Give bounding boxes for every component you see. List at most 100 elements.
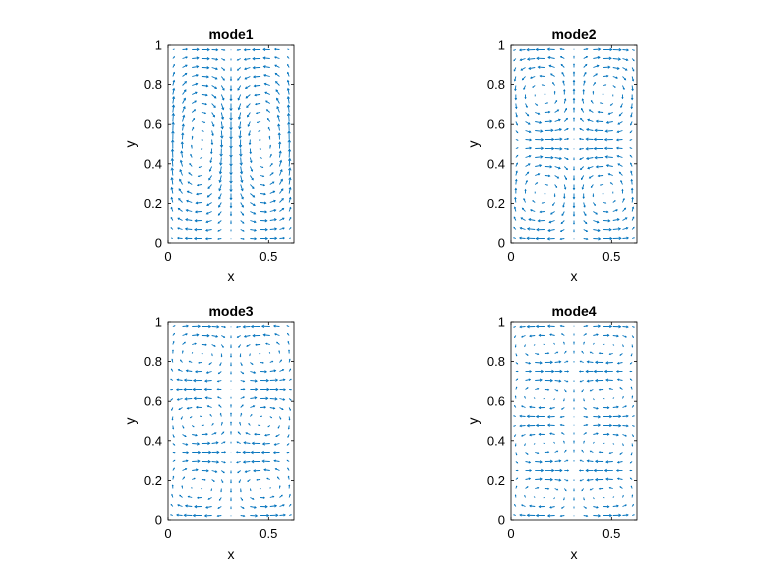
quiver-arrowhead	[206, 47, 210, 52]
quiver-arrowhead	[623, 78, 627, 81]
quiver-arrow	[622, 415, 629, 417]
quiver-arrow	[171, 187, 174, 194]
quiver-arrowhead	[194, 370, 198, 374]
quiver-arrowhead	[208, 324, 212, 329]
quiver-arrowhead	[631, 88, 634, 92]
quiver-arrowhead	[558, 118, 561, 122]
quiver-arrowhead	[629, 147, 631, 149]
quiver-arrowhead	[558, 459, 562, 463]
quiver-arrowhead	[196, 496, 200, 499]
quiver-arrowhead	[526, 236, 530, 241]
quiver-arrowhead	[213, 96, 217, 99]
quiver-arrowhead	[176, 513, 179, 517]
quiver-arrowhead	[526, 227, 531, 231]
quiver-arrow	[525, 147, 532, 149]
quiver-arrowhead	[615, 76, 618, 79]
quiver-arrow	[275, 81, 280, 86]
quiver-arrow	[605, 478, 613, 480]
quiver-arrowhead	[174, 325, 176, 327]
quiver-arrowhead	[281, 369, 285, 372]
quiver-arrowhead	[605, 477, 609, 481]
quiver-arrowhead	[237, 471, 240, 474]
quiver-arrowhead	[572, 205, 576, 209]
quiver-arrowhead	[631, 445, 634, 447]
y-axis-label: y	[465, 418, 481, 425]
quiver-arrowhead	[556, 488, 559, 491]
quiver-arrowhead	[217, 237, 220, 240]
quiver-arrowhead	[547, 451, 550, 454]
quiver-arrowhead	[252, 66, 256, 70]
quiver-arrowhead	[230, 336, 232, 339]
quiver-arrowhead	[184, 81, 187, 84]
quiver-arrow	[525, 461, 531, 464]
quiver-arrow	[171, 177, 174, 185]
quiver-arrowhead	[170, 196, 174, 200]
quiver-arrowhead	[517, 147, 519, 149]
quiver-arrowhead	[239, 421, 241, 424]
quiver-arrowhead	[246, 344, 249, 347]
quiver-arrowhead	[519, 414, 522, 418]
quiver-arrowhead	[189, 416, 192, 419]
quiver-arrowhead	[514, 404, 516, 407]
quiver-arrowhead	[626, 513, 629, 517]
quiver-arrow	[211, 470, 217, 473]
quiver-arrowhead	[271, 360, 274, 363]
quiver-arrowhead	[520, 217, 523, 220]
quiver-arrowhead	[205, 432, 208, 436]
quiver-arrowhead	[172, 71, 176, 75]
quiver-arrow	[617, 477, 623, 480]
quiver-arrow	[177, 217, 183, 221]
quiver-arrowhead	[581, 489, 584, 492]
x-tick-label: 0.5	[259, 249, 277, 264]
quiver-arrowhead	[596, 333, 599, 336]
quiver-arrowhead	[238, 126, 242, 130]
quiver-arrow	[263, 334, 270, 336]
quiver-arrowhead	[581, 350, 584, 353]
quiver-arrowhead	[622, 197, 625, 201]
quiver-arrowhead	[584, 71, 587, 75]
quiver-arrowhead	[594, 128, 598, 133]
quiver-arrowhead	[236, 441, 239, 444]
quiver-arrowhead	[594, 204, 596, 207]
y-tick-label: 0.4	[487, 156, 505, 171]
y-tick-label: 0.8	[144, 77, 162, 92]
x-axis-label: x	[571, 546, 578, 562]
quiver-arrowhead	[526, 453, 529, 455]
quiver-arrowhead	[624, 434, 627, 437]
quiver-arrowhead	[616, 477, 620, 480]
quiver-arrowhead	[217, 507, 220, 509]
quiver-arrowhead	[266, 477, 269, 480]
quiver-arrow	[535, 121, 542, 124]
quiver-arrow	[220, 130, 223, 139]
quiver-arrow	[187, 181, 193, 185]
quiver-arrow	[250, 506, 257, 509]
quiver-arrowhead	[222, 68, 226, 71]
quiver-arrowhead	[185, 64, 188, 67]
quiver-arrowhead	[564, 187, 567, 190]
quiver-arrowhead	[241, 205, 244, 208]
quiver-arrowhead	[615, 209, 618, 212]
quiver-arrowhead	[586, 156, 590, 161]
quiver-arrowhead	[547, 352, 550, 355]
quiver-arrowhead	[607, 173, 610, 176]
quiver-arrowhead	[585, 229, 589, 232]
quiver-arrow	[186, 200, 193, 203]
quiver-arrowhead	[170, 176, 174, 181]
quiver-arrow	[612, 443, 615, 445]
quiver-arrowhead	[215, 67, 218, 71]
quiver-arrowhead	[240, 412, 243, 415]
quiver-arrowhead	[264, 91, 267, 95]
quiver-arrow	[583, 72, 587, 77]
quiver-arrowhead	[170, 378, 172, 381]
quiver-arrowhead	[529, 405, 532, 409]
quiver-arrowhead	[596, 506, 599, 509]
quiver-arrowhead	[238, 135, 242, 139]
quiver-field	[170, 47, 292, 241]
quiver-arrow	[240, 202, 244, 208]
quiver-arrow	[279, 188, 284, 194]
quiver-arrowhead	[187, 495, 190, 498]
quiver-arrow	[178, 188, 183, 194]
quiver-arrow	[530, 209, 536, 212]
quiver-arrowhead	[549, 165, 553, 169]
quiver-arrowhead	[616, 461, 620, 464]
